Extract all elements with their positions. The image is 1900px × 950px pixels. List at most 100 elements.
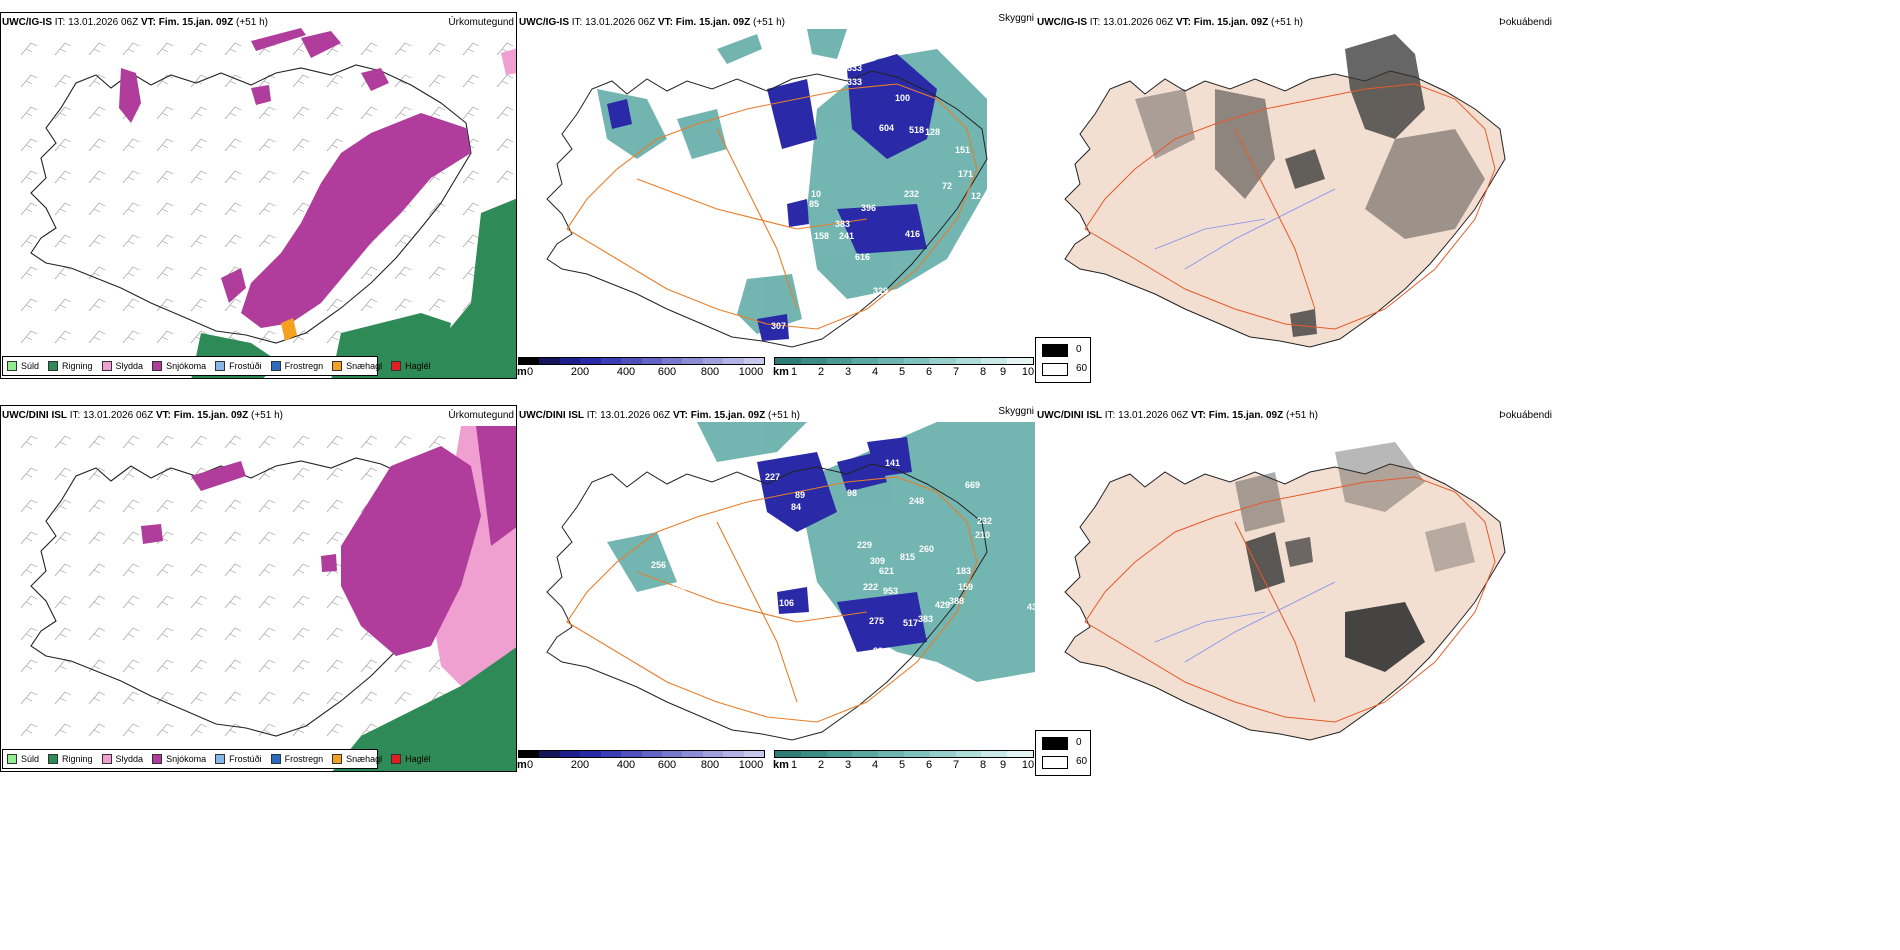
- wind-barb: [88, 627, 106, 641]
- wind-barb: [292, 138, 310, 152]
- ceiling-tick: 600: [657, 366, 677, 378]
- ceiling-value-label: 241: [839, 231, 854, 241]
- vt-label: VT:: [672, 410, 688, 421]
- wind-barb: [54, 234, 72, 248]
- wind-barb: [360, 435, 378, 449]
- ceiling-unit: m: [517, 366, 527, 378]
- wind-barb: [326, 659, 344, 673]
- fog-map: [1035, 422, 1555, 742]
- wind-barb: [20, 723, 38, 737]
- wind-barb: [190, 691, 208, 705]
- vt-value: Fim. 15.jan. 09Z: [1208, 410, 1284, 421]
- wind-barb: [428, 435, 446, 449]
- it-label: IT:: [54, 17, 66, 28]
- wind-barb: [292, 170, 310, 184]
- wind-barb: [190, 723, 208, 737]
- wind-barb: [292, 627, 310, 641]
- ceiling-value-label: 84: [791, 502, 801, 512]
- ceiling-unit: m: [517, 759, 527, 771]
- vt-label: VT:: [155, 410, 171, 421]
- wind-barb: [428, 266, 446, 280]
- wind-barb: [88, 691, 106, 705]
- it-label: IT:: [1104, 410, 1116, 421]
- product-title: Úrkomutegund: [448, 410, 514, 421]
- legend-label: Slydda: [115, 361, 144, 371]
- ceiling-value-label: 329: [873, 286, 888, 296]
- visibility-tick: 4: [871, 366, 879, 378]
- wind-barb: [258, 595, 276, 609]
- legend-label: Frostúði: [229, 361, 262, 371]
- roads: [566, 476, 978, 723]
- wind-barb: [258, 138, 276, 152]
- legend-item: Frostúði: [215, 361, 262, 371]
- vt-label: VT:: [1190, 410, 1206, 421]
- wind-barb: [190, 298, 208, 312]
- visibility-tick: 2: [817, 759, 825, 771]
- wind-barb: [462, 234, 480, 248]
- wind-barb: [292, 467, 310, 481]
- wind-barb: [88, 499, 106, 513]
- wind-barb: [326, 499, 344, 513]
- ceiling-tick: 0: [526, 366, 534, 378]
- model-name: UWC/DINI ISL: [519, 410, 584, 421]
- wind-barb: [394, 659, 412, 673]
- it-value: 13.01.2026 06Z: [600, 410, 671, 421]
- legend-label: Súld: [21, 361, 40, 371]
- wind-barb: [54, 138, 72, 152]
- wind-barb: [20, 202, 38, 216]
- ceiling-value-label: 158: [814, 231, 829, 241]
- wind-barb: [156, 435, 174, 449]
- wind-barb: [122, 234, 140, 248]
- fog-legend-low: 60: [1076, 756, 1088, 767]
- wind-barb: [54, 531, 72, 545]
- ceiling-value-label: 232: [977, 516, 992, 526]
- wind-barb: [156, 499, 174, 513]
- wind-barb: [224, 435, 242, 449]
- legend-item: Slydda: [101, 754, 144, 764]
- wind-barb: [156, 330, 174, 344]
- wind-barb: [54, 202, 72, 216]
- wind-barb: [88, 106, 106, 120]
- wind-barb: [20, 467, 38, 481]
- ceiling-value-label: 248: [909, 496, 924, 506]
- legend-label: Frostúði: [229, 754, 262, 764]
- wind-barb: [54, 467, 72, 481]
- wind-barb: [292, 499, 310, 513]
- wind-barb: [54, 330, 72, 344]
- visibility-tick: 3: [844, 759, 852, 771]
- visibility-tick: 7: [952, 366, 960, 378]
- panel-ig-fog: UWC/IG-IS IT: 13.01.2026 06Z VT: Fim. 15…: [1035, 15, 1555, 383]
- wind-barb: [122, 138, 140, 152]
- wind-barb: [156, 202, 174, 216]
- low-visibility-areas: [607, 422, 1035, 682]
- fog-legend-high: 0: [1076, 344, 1082, 355]
- wind-barb: [54, 106, 72, 120]
- wind-barb: [54, 435, 72, 449]
- wind-barb: [326, 531, 344, 545]
- wind-barb: [156, 659, 174, 673]
- wind-barb: [156, 563, 174, 577]
- visibility-tick: 10: [1021, 759, 1035, 771]
- wind-barb: [190, 595, 208, 609]
- panel-header: UWC/DINI ISL IT: 13.01.2026 06Z VT: Fim.…: [2, 410, 283, 421]
- wind-barb: [54, 74, 72, 88]
- wind-barb: [122, 563, 140, 577]
- visibility-map: 141 669 98 248 229 309 815 621 222 953 260 183 159 38…: [517, 422, 1035, 742]
- legend-label: Slydda: [115, 754, 144, 764]
- ceiling-value-label: 388: [949, 596, 964, 606]
- wind-barb: [190, 435, 208, 449]
- wind-barb: [258, 659, 276, 673]
- visibility-tick: 5: [898, 366, 906, 378]
- legend-item: Frostúði: [215, 754, 262, 764]
- wind-barb: [122, 723, 140, 737]
- ceiling-value-label: 10: [811, 189, 821, 199]
- wind-barb: [258, 467, 276, 481]
- ceiling-value-label: 31: [627, 189, 637, 199]
- legend-item: Slydda: [101, 361, 144, 371]
- wind-barb: [88, 531, 106, 545]
- wind-barb: [20, 435, 38, 449]
- wind-barb: [54, 266, 72, 280]
- wind-barb: [156, 723, 174, 737]
- rivers: [1154, 581, 1336, 663]
- ceiling-value-label: 232: [904, 189, 919, 199]
